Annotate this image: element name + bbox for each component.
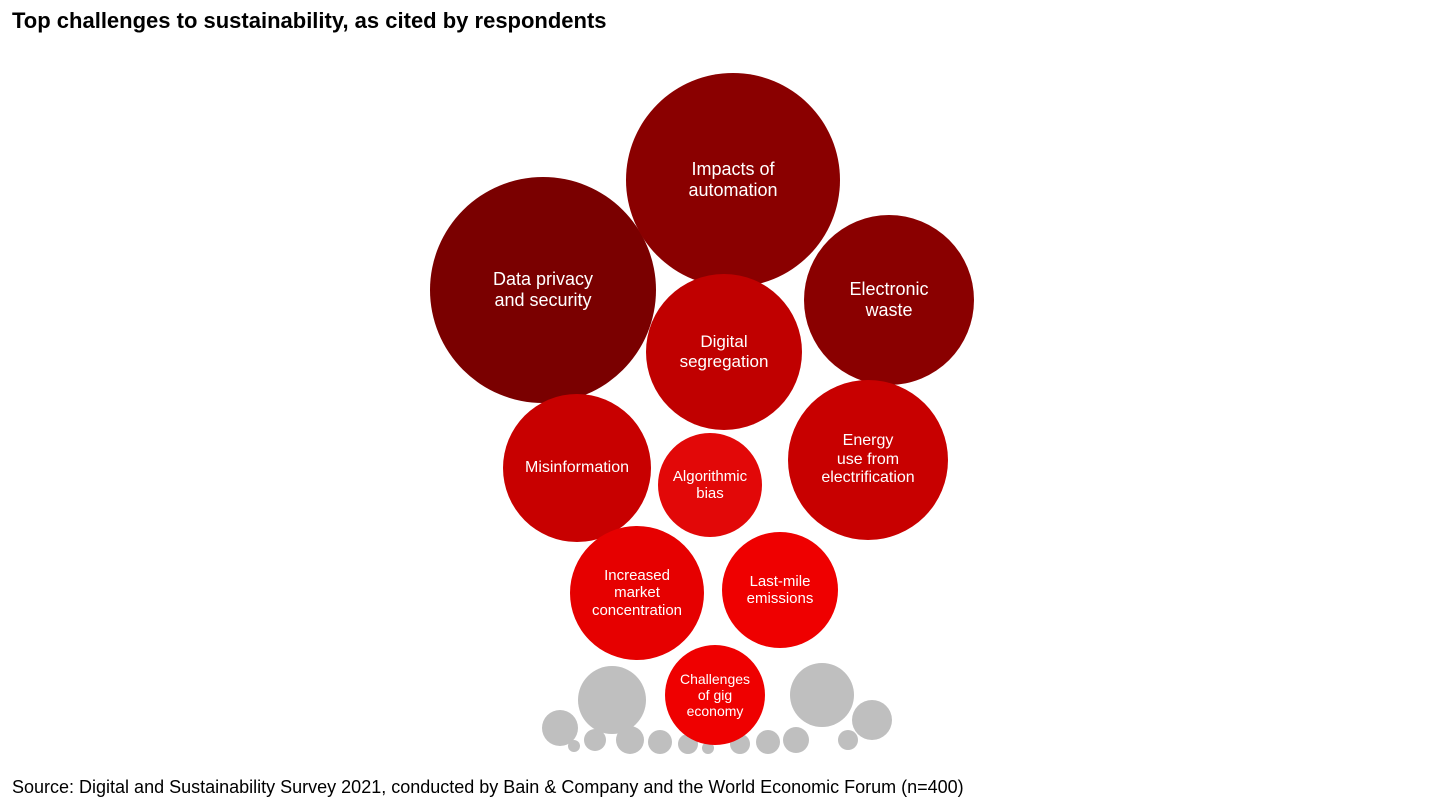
residual-bubble: [790, 663, 854, 727]
residual-bubble: [852, 700, 892, 740]
bubble-label: Challenges of gig economy: [680, 671, 750, 719]
residual-bubble: [783, 727, 809, 753]
bubble-label: Energy use from electrification: [821, 432, 914, 487]
residual-bubble: [756, 730, 780, 754]
bubble-gig-economy: Challenges of gig economy: [665, 645, 765, 745]
bubble-label: Algorithmic bias: [673, 468, 747, 503]
bubble-label: Electronic waste: [849, 279, 928, 320]
bubble-market-concentration: Increased market concentration: [570, 526, 704, 660]
bubble-label: Last-mile emissions: [747, 573, 814, 608]
bubble-energy-use: Energy use from electrification: [788, 380, 948, 540]
bubble-algorithmic-bias: Algorithmic bias: [658, 433, 762, 537]
bubble-automation: Impacts of automation: [626, 73, 840, 287]
residual-bubble: [568, 740, 580, 752]
bubble-label: Misinformation: [525, 459, 629, 477]
residual-bubble: [584, 729, 606, 751]
residual-bubble: [648, 730, 672, 754]
chart-source-footer: Source: Digital and Sustainability Surve…: [12, 777, 964, 798]
bubble-label: Impacts of automation: [688, 159, 777, 200]
residual-bubble: [838, 730, 858, 750]
bubble-digital-segregation: Digital segregation: [646, 274, 802, 430]
bubble-data-privacy: Data privacy and security: [430, 177, 656, 403]
bubble-label: Data privacy and security: [493, 269, 593, 310]
bubble-misinformation: Misinformation: [503, 394, 651, 542]
residual-bubble: [578, 666, 646, 734]
chart-title: Top challenges to sustainability, as cit…: [12, 8, 607, 34]
residual-bubble: [616, 726, 644, 754]
bubble-label: Digital segregation: [680, 332, 769, 371]
bubble-last-mile: Last-mile emissions: [722, 532, 838, 648]
bubble-label: Increased market concentration: [592, 567, 682, 619]
bubble-electronic-waste: Electronic waste: [804, 215, 974, 385]
